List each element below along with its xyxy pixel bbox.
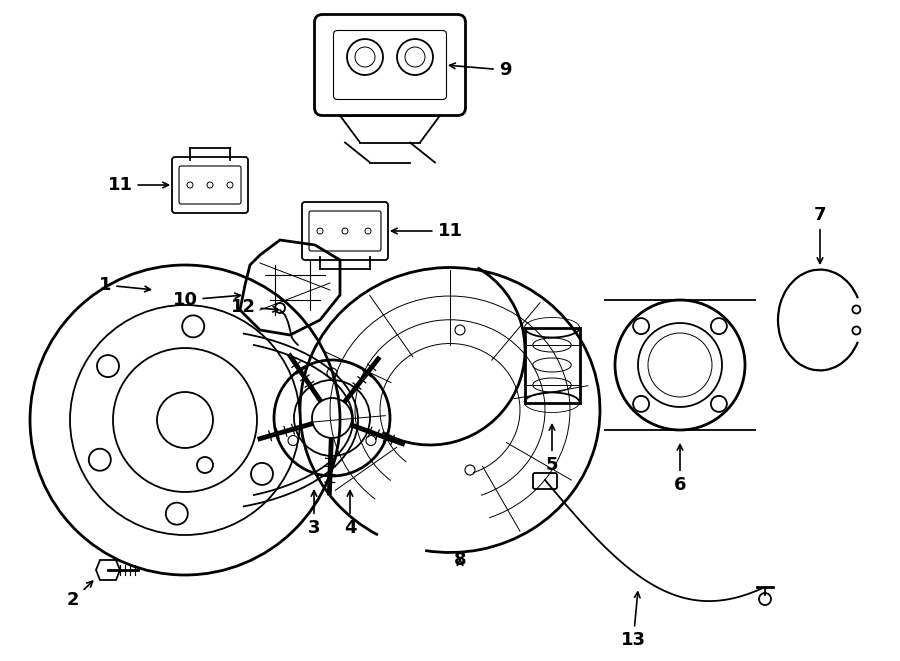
- Text: 1: 1: [99, 276, 150, 294]
- Text: 11: 11: [392, 222, 463, 240]
- Text: 8: 8: [454, 551, 466, 569]
- Text: 6: 6: [674, 445, 686, 494]
- Text: 4: 4: [344, 490, 356, 537]
- Text: 5: 5: [545, 424, 558, 474]
- Text: 13: 13: [621, 592, 645, 649]
- Text: 11: 11: [107, 176, 168, 194]
- Text: 3: 3: [308, 490, 320, 537]
- Text: 10: 10: [173, 291, 240, 309]
- Text: 12: 12: [230, 298, 278, 316]
- Bar: [525, 327, 580, 403]
- Text: 2: 2: [67, 581, 93, 609]
- Text: 7: 7: [814, 206, 826, 263]
- Text: 9: 9: [450, 61, 511, 79]
